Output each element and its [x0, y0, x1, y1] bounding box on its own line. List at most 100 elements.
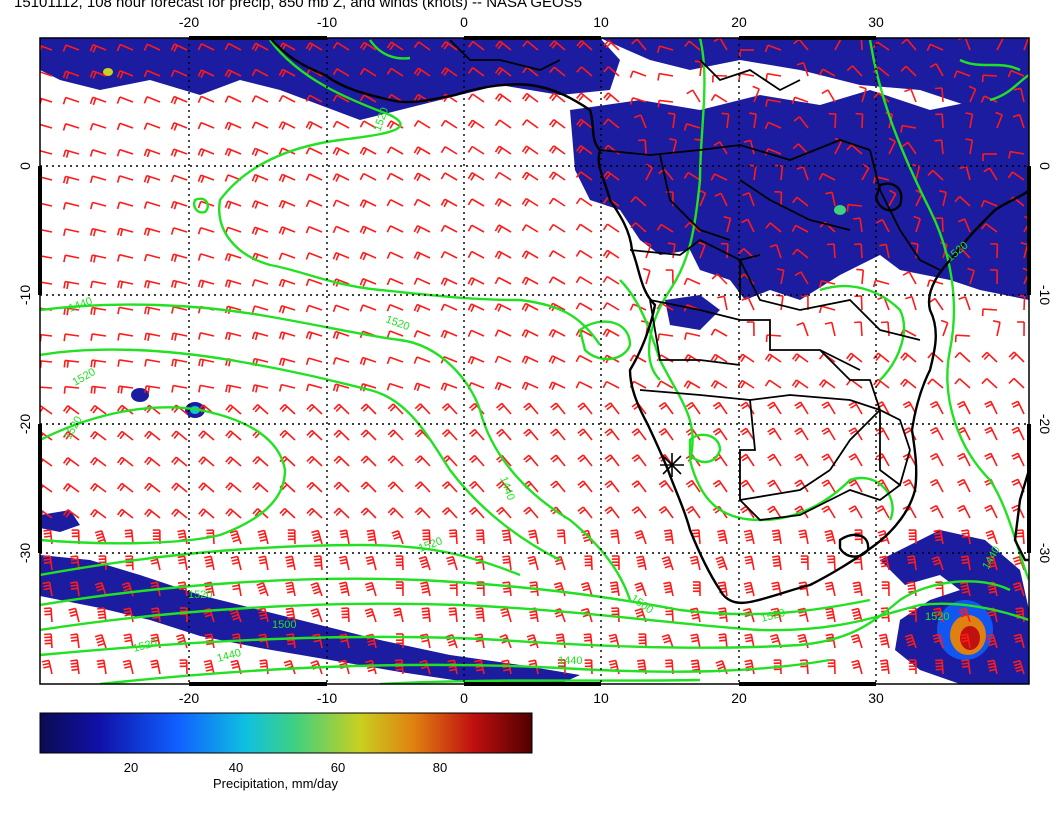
wind-barb	[969, 270, 975, 285]
wind-barb	[363, 172, 377, 181]
wind-barb-feather	[92, 484, 98, 492]
wind-barb	[336, 41, 350, 51]
wind-barb-feather	[43, 587, 51, 591]
wind-barb-feather	[826, 538, 835, 542]
wind-barb-feather	[880, 538, 888, 543]
wind-barb-feather	[605, 42, 612, 49]
wind-barb-feather	[741, 430, 749, 436]
wind-barb-feather	[224, 121, 229, 130]
wind-barb-feather	[440, 67, 447, 75]
wind-barb	[718, 427, 728, 441]
wind-barb	[768, 379, 782, 389]
wind-barb-feather	[305, 278, 310, 287]
wind-barb	[915, 193, 923, 207]
wind-barb-feather	[117, 280, 121, 288]
wind-barb	[959, 247, 971, 259]
wind-barb-feather	[147, 281, 151, 289]
wind-barb-feather	[65, 72, 70, 80]
wind-barb	[747, 296, 755, 311]
wind-barb-feather	[146, 176, 151, 184]
wind-barb	[127, 582, 134, 597]
lake-victoria	[874, 182, 903, 212]
wind-barb	[854, 479, 863, 493]
wind-barb-feather	[718, 633, 726, 636]
wind-barb-feather	[880, 561, 888, 565]
wind-barb	[854, 427, 863, 441]
wind-barb-feather	[359, 173, 365, 181]
wind-barb	[91, 359, 107, 363]
contour-line	[99, 658, 831, 684]
wind-barb-feather	[146, 484, 153, 492]
wind-barb-feather	[852, 639, 860, 644]
wind-barb	[903, 328, 917, 337]
wind-barb-feather	[339, 662, 347, 666]
wind-barb-feather	[232, 633, 240, 636]
wind-barb	[962, 453, 971, 467]
wind-barb-feather	[931, 403, 939, 409]
wind-barb-feather	[308, 457, 315, 465]
wind-barb-feather	[278, 358, 283, 366]
wind-barb-feather	[332, 121, 338, 128]
wind-barb	[632, 97, 647, 103]
wind-barb	[644, 139, 647, 155]
wind-barb	[747, 219, 755, 233]
wind-barb-feather	[259, 613, 267, 617]
wind-barb	[338, 429, 350, 441]
wind-barb-feather	[449, 532, 457, 535]
wind-barb-feather	[716, 662, 724, 667]
wind-barb	[990, 401, 998, 415]
wind-barb	[888, 141, 897, 155]
wind-barb-feather	[551, 330, 557, 338]
wind-barb-feather	[200, 175, 205, 183]
wind-barb-feather	[954, 195, 961, 203]
wind-barb-feather	[741, 482, 749, 488]
wind-barb	[227, 200, 242, 207]
wind-barb-feather	[448, 642, 456, 647]
wind-barb-feather	[198, 358, 202, 367]
wind-barb	[453, 660, 458, 675]
wind-barb	[210, 660, 215, 675]
wind-barb-feather	[768, 508, 776, 514]
contour-line	[959, 58, 1029, 102]
wind-barb-feather	[65, 150, 70, 158]
wind-barb-feather	[744, 584, 752, 588]
wind-barb-feather	[286, 561, 294, 565]
wind-barb	[526, 145, 539, 155]
lon-label: -20	[179, 14, 199, 30]
wind-barb	[443, 356, 458, 363]
wind-barb-feather	[737, 380, 743, 387]
wind-barb-feather	[610, 535, 619, 538]
wind-barb-feather	[116, 456, 123, 464]
wind-barb-feather	[198, 385, 201, 393]
wind-barb-feather	[556, 639, 564, 643]
wind-barb-feather	[1012, 455, 1020, 460]
wind-barb-feather	[476, 538, 484, 541]
wind-barb-feather	[416, 457, 424, 464]
wind-barb-feather	[227, 201, 232, 210]
wind-barb-feather	[556, 636, 564, 639]
wind-barb	[119, 43, 134, 51]
wind-barb-feather	[227, 123, 232, 131]
wind-barb-feather	[633, 430, 640, 437]
wind-barb	[699, 244, 706, 259]
wind-barb-feather	[961, 535, 970, 538]
wind-barb-feather	[173, 97, 178, 105]
wind-barb-feather	[340, 532, 348, 536]
wind-barb-feather	[792, 196, 798, 204]
wind-barb-feather	[965, 112, 973, 115]
wind-barb-feather	[818, 353, 825, 360]
wind-barb-feather	[252, 456, 259, 463]
wind-barb	[392, 481, 404, 493]
wind-barb-feather	[1012, 429, 1020, 434]
wind-barb-feather	[119, 484, 126, 492]
wind-barb-feather	[476, 613, 484, 616]
wind-barb-feather	[443, 383, 448, 391]
wind-barb-feather	[90, 386, 93, 394]
wind-barb	[173, 95, 188, 103]
wind-barb	[1013, 351, 1025, 363]
wind-barb-feather	[825, 610, 834, 614]
wind-barb	[345, 530, 350, 545]
wind-barb	[65, 280, 80, 285]
wind-barb-feather	[365, 584, 374, 589]
wind-barb-feather	[416, 509, 424, 516]
